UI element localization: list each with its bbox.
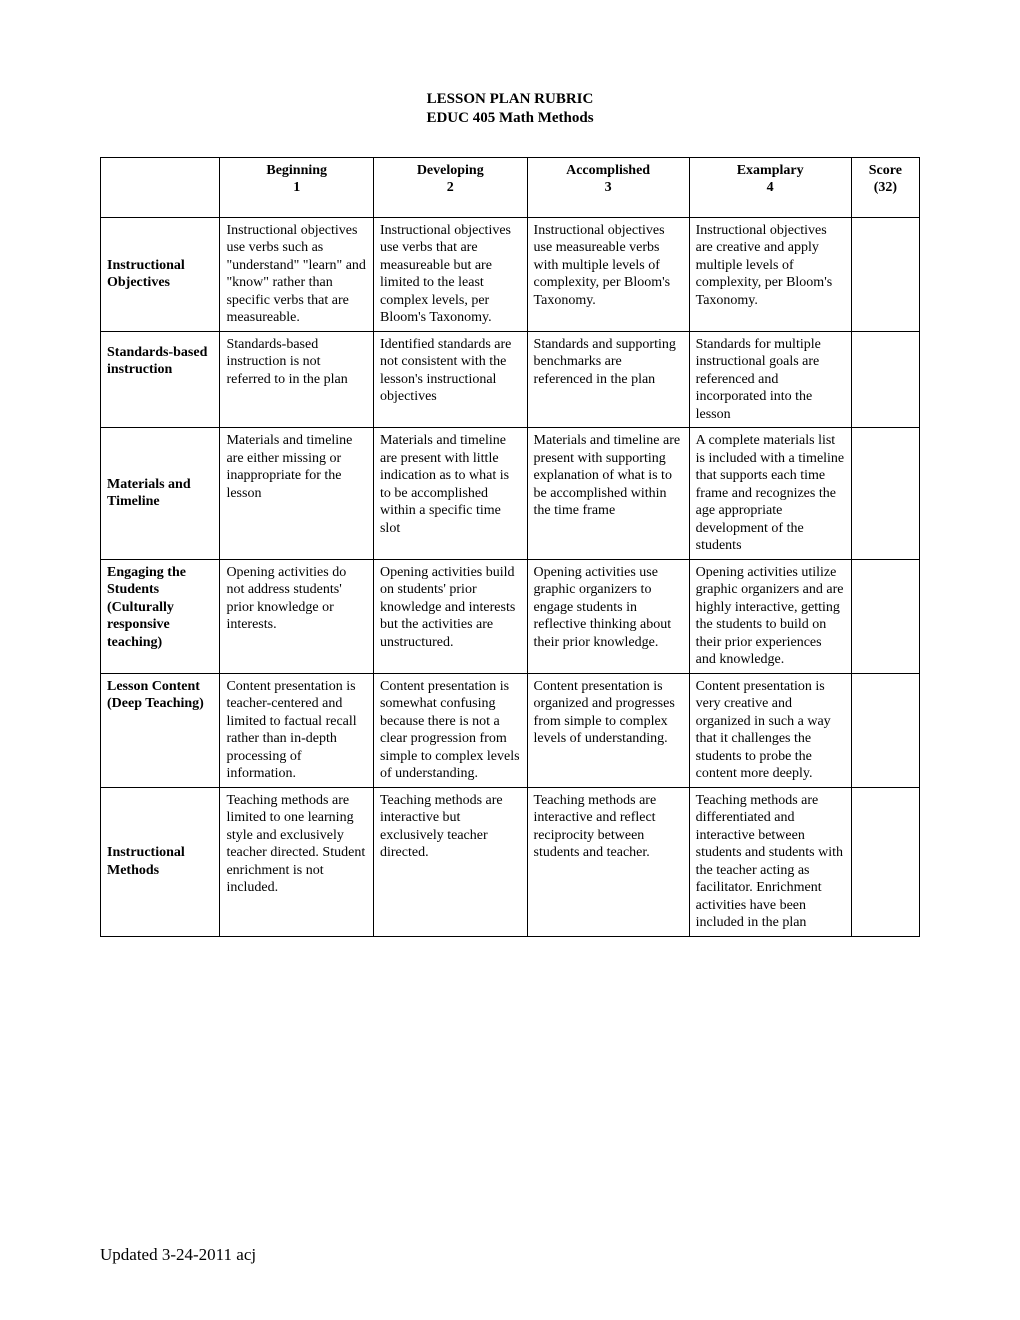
score-cell bbox=[851, 673, 919, 787]
header-developing: Developing2 bbox=[373, 157, 527, 217]
cell: Identified standards are not consistent … bbox=[373, 331, 527, 428]
score-cell bbox=[851, 787, 919, 936]
row-label: Instructional Methods bbox=[101, 787, 220, 936]
cell: Instructional objectives use measureable… bbox=[527, 217, 689, 331]
cell: Instructional objectives are creative an… bbox=[689, 217, 851, 331]
cell: Materials and timeline are either missin… bbox=[220, 428, 374, 560]
cell: Standards-based instruction is not refer… bbox=[220, 331, 374, 428]
row-label: Lesson Content (Deep Teaching) bbox=[101, 673, 220, 787]
score-cell bbox=[851, 559, 919, 673]
cell: Standards for multiple instructional goa… bbox=[689, 331, 851, 428]
cell: Content presentation is teacher-centered… bbox=[220, 673, 374, 787]
score-cell bbox=[851, 331, 919, 428]
cell: Opening activities build on students' pr… bbox=[373, 559, 527, 673]
table-row: Materials and Timeline Materials and tim… bbox=[101, 428, 920, 560]
rubric-table: Beginning1 Developing2 Accomplished3 Exa… bbox=[100, 157, 920, 937]
score-cell bbox=[851, 428, 919, 560]
footer-text: Updated 3-24-2011 acj bbox=[100, 1245, 256, 1265]
table-row: Instructional Methods Teaching methods a… bbox=[101, 787, 920, 936]
row-label: Materials and Timeline bbox=[101, 428, 220, 560]
header-score: Score(32) bbox=[851, 157, 919, 217]
score-cell bbox=[851, 217, 919, 331]
table-row: Lesson Content (Deep Teaching) Content p… bbox=[101, 673, 920, 787]
cell: Content presentation is organized and pr… bbox=[527, 673, 689, 787]
cell: Teaching methods are interactive and ref… bbox=[527, 787, 689, 936]
cell: Teaching methods are interactive but exc… bbox=[373, 787, 527, 936]
table-header-row: Beginning1 Developing2 Accomplished3 Exa… bbox=[101, 157, 920, 217]
row-label: Instructional Objectives bbox=[101, 217, 220, 331]
page-subtitle: EDUC 405 Math Methods bbox=[100, 110, 920, 127]
cell: Teaching methods are differentiated and … bbox=[689, 787, 851, 936]
table-row: Instructional Objectives Instructional o… bbox=[101, 217, 920, 331]
cell: Content presentation is somewhat confusi… bbox=[373, 673, 527, 787]
header-examplary: Examplary4 bbox=[689, 157, 851, 217]
cell: Materials and timeline are present with … bbox=[527, 428, 689, 560]
cell: Materials and timeline are present with … bbox=[373, 428, 527, 560]
cell: Opening activities utilize graphic organ… bbox=[689, 559, 851, 673]
table-row: Standards-based instruction Standards-ba… bbox=[101, 331, 920, 428]
cell: Opening activities use graphic organizer… bbox=[527, 559, 689, 673]
header-beginning: Beginning1 bbox=[220, 157, 374, 217]
header-accomplished: Accomplished3 bbox=[527, 157, 689, 217]
cell: Opening activities do not address studen… bbox=[220, 559, 374, 673]
cell: Instructional objectives use verbs that … bbox=[373, 217, 527, 331]
row-label: Engaging the Students (Culturally respon… bbox=[101, 559, 220, 673]
header-blank bbox=[101, 157, 220, 217]
cell: Teaching methods are limited to one lear… bbox=[220, 787, 374, 936]
page-title: LESSON PLAN RUBRIC bbox=[100, 90, 920, 110]
cell: A complete materials list is included wi… bbox=[689, 428, 851, 560]
cell: Standards and supporting benchmarks are … bbox=[527, 331, 689, 428]
cell: Content presentation is very creative an… bbox=[689, 673, 851, 787]
table-row: Engaging the Students (Culturally respon… bbox=[101, 559, 920, 673]
row-label: Standards-based instruction bbox=[101, 331, 220, 428]
cell: Instructional objectives use verbs such … bbox=[220, 217, 374, 331]
